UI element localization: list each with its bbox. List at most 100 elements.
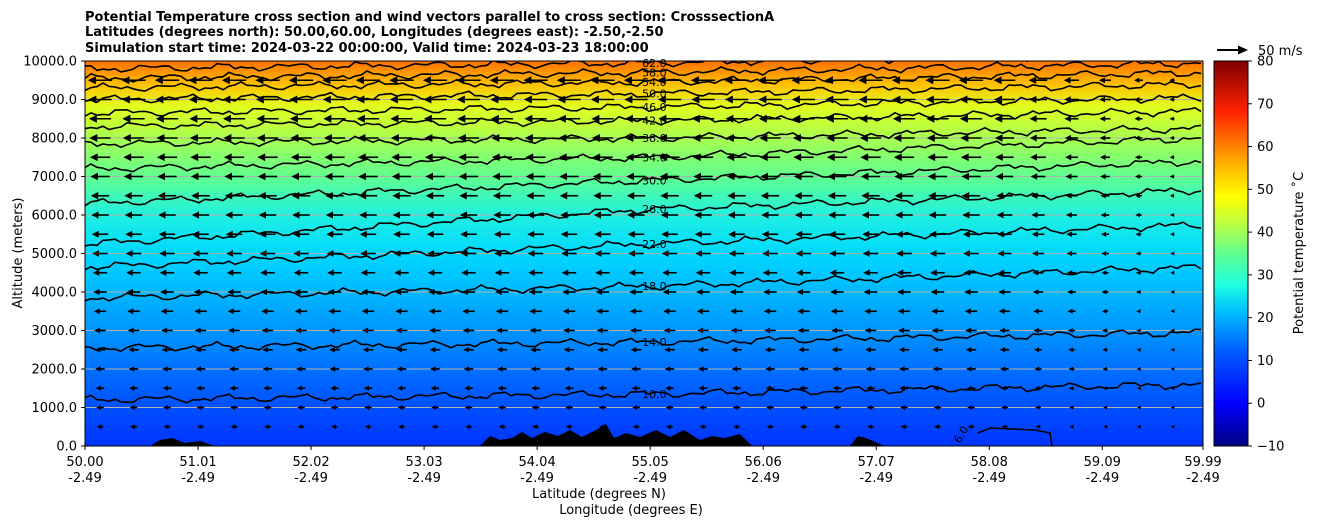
wind-vector-head (363, 366, 369, 372)
wind-vector-head (998, 308, 1005, 315)
y-tick-label: 4000.0 (32, 286, 78, 301)
wind-vector-head (762, 250, 770, 257)
x-tick-longitude: -2.49 (294, 471, 328, 486)
wind-vector-head (1100, 231, 1107, 237)
wind-vector-head (1066, 212, 1072, 218)
wind-vectors (87, 76, 1175, 430)
wind-vector-head (461, 269, 468, 276)
wind-vector-head (1101, 289, 1107, 295)
y-tick-label: 1000.0 (32, 401, 78, 416)
wind-vector-head (324, 172, 333, 181)
contour-label: 50.0 (642, 88, 667, 101)
wind-vector-head (560, 230, 568, 238)
x-tick-longitude: -2.49 (68, 471, 102, 486)
wind-vector-head (1137, 424, 1141, 429)
wind-vector-head (289, 114, 298, 123)
wind-vector-head (963, 250, 971, 257)
x-tick-latitude: 58.08 (971, 455, 1008, 470)
wind-vector-head (158, 230, 166, 238)
wind-vector-head (691, 95, 700, 104)
wind-vector-head (865, 346, 871, 353)
wind-vector-head (96, 424, 102, 430)
contour-label: 58.0 (642, 67, 667, 80)
wind-vector-head (1169, 135, 1174, 141)
wind-vector-head (631, 366, 637, 372)
wind-vector-head (292, 230, 300, 238)
wind-vector-head (763, 308, 770, 315)
contour-line (85, 159, 1202, 207)
wind-vector-head (257, 153, 266, 162)
wind-vector-head (1032, 289, 1039, 295)
wind-vector-head (632, 424, 638, 430)
wind-vector-head (697, 346, 704, 353)
wind-vector-head (629, 288, 636, 296)
wind-vector-head (489, 76, 498, 85)
wind-vector-head (492, 192, 501, 200)
wind-vector-head (225, 211, 233, 219)
wind-vector-head (460, 230, 468, 238)
wind-vector-head (664, 346, 670, 353)
wind-vector-head (925, 76, 934, 85)
wind-vector-head (389, 76, 398, 85)
wind-vector-head (191, 211, 199, 219)
wind-vector-head (997, 250, 1004, 257)
wind-vector-head (898, 346, 905, 353)
wind-vector-head (195, 366, 202, 372)
plot-area (84, 60, 1204, 447)
wind-vector-head (726, 153, 735, 162)
y-tick-label: 3000.0 (32, 324, 78, 339)
wind-vector-head (356, 114, 365, 123)
wind-vector-head (457, 134, 466, 142)
wind-vector-head (866, 405, 872, 410)
quiver-key: 50 m/s (1217, 44, 1303, 59)
wind-vector-head (898, 327, 905, 334)
wind-vector-head (527, 250, 535, 257)
wind-vector-head (596, 308, 603, 315)
x-tick-latitude: 52.02 (292, 455, 329, 470)
wind-vector-head (424, 153, 433, 162)
wind-vector-head (727, 211, 735, 219)
wind-vector-head (623, 76, 632, 85)
wind-vector-head (632, 405, 638, 410)
wind-vector-head (496, 327, 503, 334)
wind-vector-head (998, 289, 1005, 295)
wind-vector-head (732, 405, 738, 410)
wind-vector-head (1067, 328, 1073, 333)
wind-vector-head (1134, 154, 1140, 160)
wind-vector-head (994, 114, 1003, 123)
x-axis-label-longitude: Longitude (degrees E) (559, 503, 703, 518)
wind-vector-head (425, 192, 434, 200)
x-tick-longitude: -2.49 (633, 471, 667, 486)
wind-vector-head (925, 95, 934, 104)
wind-vector-head (460, 250, 468, 257)
wind-vector-head (563, 346, 570, 353)
wind-vector-head (490, 114, 499, 123)
wind-vector-head (1170, 212, 1175, 218)
x-tick-longitude: -2.49 (972, 471, 1006, 486)
wind-vector-head (858, 95, 867, 104)
wind-vector-head (497, 385, 503, 391)
wind-vector-head (965, 346, 972, 353)
wind-vector-head (431, 405, 437, 410)
wind-vector-head (695, 250, 703, 257)
wind-vector-head (427, 269, 435, 276)
wind-vector-head (293, 250, 301, 257)
wind-vector-head (660, 192, 668, 200)
wind-vector-head (1134, 77, 1140, 83)
contour-label: 42.0 (642, 115, 667, 128)
wind-vector-head (459, 192, 467, 200)
wind-vector-head (795, 250, 803, 257)
wind-vector-head (726, 172, 735, 181)
wind-vector-head (595, 269, 602, 276)
wind-vector-head (1063, 76, 1071, 84)
wind-vector-head (259, 250, 267, 257)
wind-vector-head (626, 192, 635, 200)
wind-vector-head (495, 308, 502, 315)
wind-vector-head (829, 269, 837, 276)
contour-line (85, 264, 1202, 302)
wind-vector-head (860, 153, 869, 162)
wind-vector-head (122, 134, 131, 142)
wind-vector-head (95, 366, 101, 372)
wind-vector-head (458, 172, 467, 181)
wind-vector-head (193, 269, 200, 276)
